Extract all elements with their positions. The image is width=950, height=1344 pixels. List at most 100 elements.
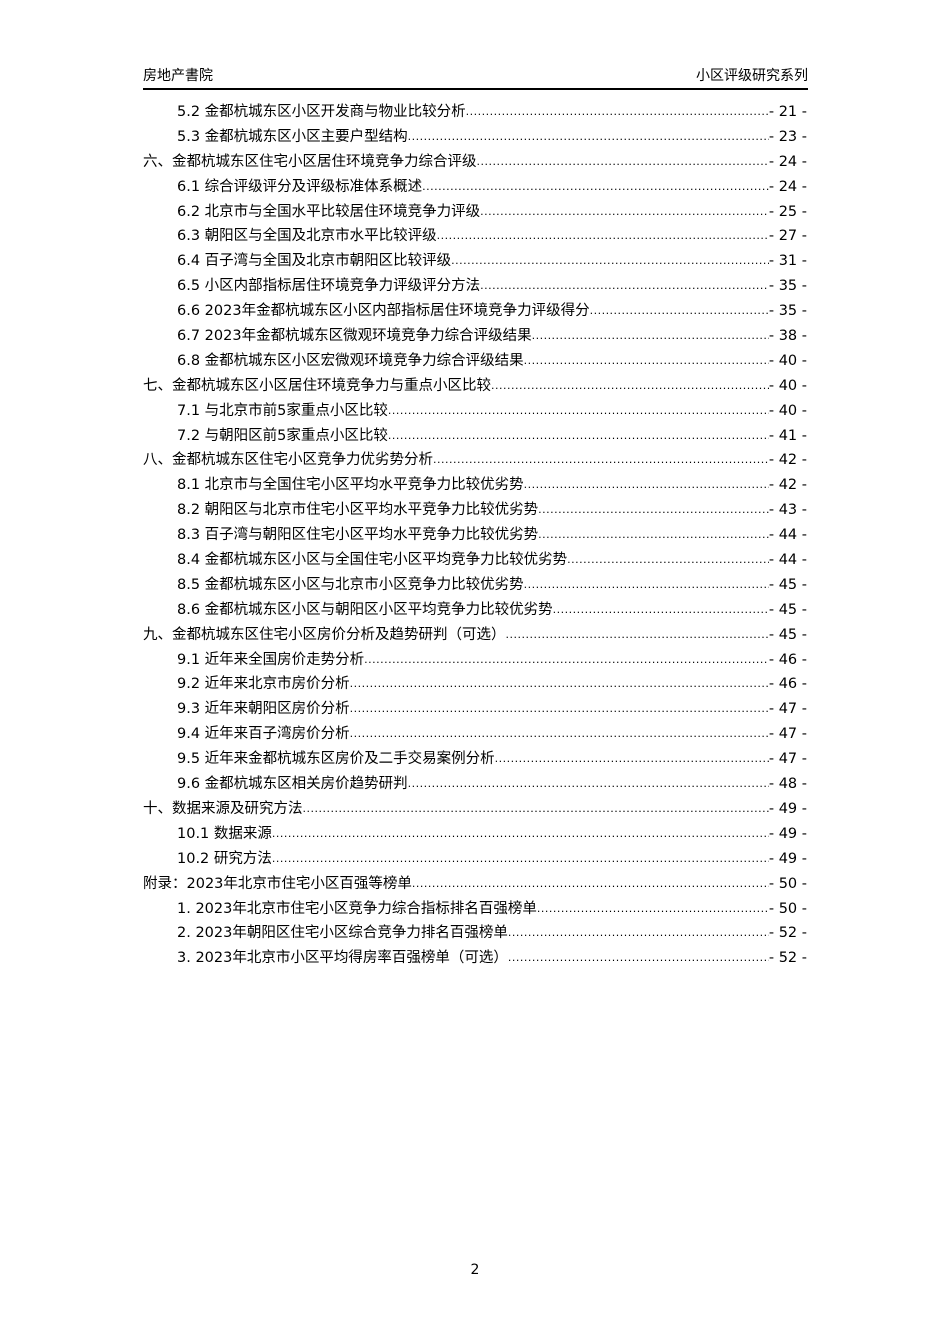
toc-entry[interactable]: 6.5 小区内部指标居住环境竞争力评级评分方法 - 35 - <box>143 274 807 299</box>
toc-entry-page: - 25 - <box>768 203 807 220</box>
toc-entry[interactable]: 8.2 朝阳区与北京市住宅小区平均水平竞争力比较优劣势 - 43 - <box>143 498 807 523</box>
toc-leader-dots <box>538 523 769 548</box>
toc-entry[interactable]: 7.1 与北京市前5家重点小区比较 - 40 - <box>143 399 807 424</box>
toc-leader-dots <box>553 598 769 623</box>
toc-entry-page: - 47 - <box>768 751 807 768</box>
toc-entry-title: 9.1 近年来全国房价走势分析 <box>177 651 365 668</box>
toc-leader-dots <box>480 200 769 225</box>
toc-entry[interactable]: 6.4 百子湾与全国及北京市朝阳区比较评级 - 31 - <box>143 249 807 274</box>
toc-entry-title: 5.3 金都杭城东区小区主要户型结构 <box>177 128 408 145</box>
toc-entry-title: 8.2 朝阳区与北京市住宅小区平均水平竞争力比较优劣势 <box>177 502 539 519</box>
toc-entry[interactable]: 2. 2023年朝阳区住宅小区综合竞争力排名百强榜单 - 52 - <box>143 921 807 946</box>
toc-entry[interactable]: 九、金都杭城东区住宅小区房价分析及趋势研判（可选） - 45 - <box>143 623 807 648</box>
toc-entry[interactable]: 6.8 金都杭城东区小区宏微观环境竞争力综合评级结果 - 40 - <box>143 349 807 374</box>
toc-entry-page: - 21 - <box>768 104 807 120</box>
toc-entry-title: 6.6 2023年金都杭城东区小区内部指标居住环境竞争力评级得分 <box>177 303 590 320</box>
toc-entry-page: - 24 - <box>768 178 807 195</box>
toc-leader-dots <box>506 623 769 648</box>
toc-leader-dots <box>412 872 769 897</box>
toc-leader-dots <box>388 399 769 424</box>
toc-entry[interactable]: 9.5 近年来金都杭城东区房价及二手交易案例分析 - 47 - <box>143 747 807 772</box>
toc-entry[interactable]: 6.7 2023年金都杭城东区微观环境竞争力综合评级结果 - 38 - <box>143 324 807 349</box>
toc-entry[interactable]: 5.2 金都杭城东区小区开发商与物业比较分析 - 21 - <box>143 100 807 125</box>
toc-entry-page: - 38 - <box>768 328 807 345</box>
toc-entry[interactable]: 5.3 金都杭城东区小区主要户型结构 - 23 - <box>143 125 807 150</box>
toc-leader-dots <box>524 349 769 374</box>
page-header: 房地产書院 小区评级研究系列 <box>143 66 808 90</box>
toc-entry[interactable]: 9.6 金都杭城东区相关房价趋势研判 - 48 - <box>143 772 807 797</box>
toc-entry-title: 8.6 金都杭城东区小区与朝阳区小区平均竞争力比较优劣势 <box>177 601 553 618</box>
toc-entry-page: - 49 - <box>768 825 807 842</box>
toc-entry[interactable]: 9.1 近年来全国房价走势分析 - 46 - <box>143 648 807 673</box>
toc-leader-dots <box>388 424 769 449</box>
toc-entry[interactable]: 6.1 综合评级评分及评级标准体系概述 - 24 - <box>143 175 807 200</box>
toc-entry[interactable]: 8.3 百子湾与朝阳区住宅小区平均水平竞争力比较优劣势 - 44 - <box>143 523 807 548</box>
toc-entry-title: 6.3 朝阳区与全国及北京市水平比较评级 <box>177 228 437 245</box>
toc-entry-page: - 52 - <box>768 950 807 967</box>
toc-leader-dots <box>350 697 769 722</box>
header-right: 小区评级研究系列 <box>696 68 808 84</box>
toc-entry[interactable]: 8.4 金都杭城东区小区与全国住宅小区平均竞争力比较优劣势 - 44 - <box>143 548 807 573</box>
toc-leader-dots <box>480 274 769 299</box>
toc-entry-title: 6.2 北京市与全国水平比较居住环境竞争力评级 <box>177 203 481 220</box>
toc-leader-dots <box>433 448 769 473</box>
toc-leader-dots <box>451 249 769 274</box>
toc-leader-dots <box>590 299 769 324</box>
toc-entry[interactable]: 八、金都杭城东区住宅小区竞争力优劣势分析 - 42 - <box>143 448 807 473</box>
toc-entry[interactable]: 10.1 数据来源 - 49 - <box>143 822 807 847</box>
toc-leader-dots <box>508 921 769 946</box>
toc-entry-page: - 52 - <box>768 925 807 942</box>
toc-entry-title: 6.7 2023年金都杭城东区微观环境竞争力综合评级结果 <box>177 328 532 345</box>
toc-entry-page: - 49 - <box>768 800 807 817</box>
toc-entry[interactable]: 9.4 近年来百子湾房价分析 - 47 - <box>143 722 807 747</box>
toc-leader-dots <box>466 100 769 125</box>
toc-entry-title: 附录：2023年北京市住宅小区百强等榜单 <box>143 875 412 892</box>
toc-entry-title: 六、金都杭城东区住宅小区居住环境竞争力综合评级 <box>143 153 477 170</box>
toc-entry-page: - 40 - <box>768 402 807 419</box>
toc-leader-dots <box>364 648 769 673</box>
table-of-contents: 5.2 金都杭城东区小区开发商与物业比较分析 - 21 - 5.3 金都杭城东区小区… <box>143 100 807 971</box>
toc-entry-title: 6.8 金都杭城东区小区宏微观环境竞争力综合评级结果 <box>177 352 524 369</box>
toc-entry[interactable]: 8.1 北京市与全国住宅小区平均水平竞争力比较优劣势 - 42 - <box>143 473 807 498</box>
toc-entry[interactable]: 3. 2023年北京市小区平均得房率百强榜单（可选） - 52 - <box>143 946 807 971</box>
toc-entry-page: - 42 - <box>768 452 807 469</box>
toc-entry[interactable]: 十、数据来源及研究方法 - 49 - <box>143 797 807 822</box>
toc-entry-page: - 46 - <box>768 651 807 668</box>
toc-entry[interactable]: 6.3 朝阳区与全国及北京市水平比较评级 - 27 - <box>143 224 807 249</box>
toc-entry[interactable]: 9.2 近年来北京市房价分析 - 46 - <box>143 672 807 697</box>
toc-entry-title: 9.6 金都杭城东区相关房价趋势研判 <box>177 776 408 793</box>
toc-entry-title: 6.4 百子湾与全国及北京市朝阳区比较评级 <box>177 253 452 270</box>
toc-entry-page: - 24 - <box>768 153 807 170</box>
header-left: 房地产書院 <box>143 68 213 84</box>
toc-entry-title: 2. 2023年朝阳区住宅小区综合竞争力排名百强榜单 <box>177 925 508 942</box>
toc-entry[interactable]: 6.2 北京市与全国水平比较居住环境竞争力评级 - 25 - <box>143 200 807 225</box>
toc-entry-page: - 40 - <box>768 377 807 394</box>
toc-entry-title: 九、金都杭城东区住宅小区房价分析及趋势研判（可选） <box>143 626 506 643</box>
toc-entry-title: 6.1 综合评级评分及评级标准体系概述 <box>177 178 423 195</box>
toc-entry[interactable]: 1. 2023年北京市住宅小区竞争力综合指标排名百强榜单 - 50 - <box>143 897 807 922</box>
toc-entry[interactable]: 6.6 2023年金都杭城东区小区内部指标居住环境竞争力评级得分 - 35 - <box>143 299 807 324</box>
toc-entry[interactable]: 10.2 研究方法 - 49 - <box>143 847 807 872</box>
toc-leader-dots <box>524 573 769 598</box>
toc-leader-dots <box>350 722 769 747</box>
toc-entry-page: - 42 - <box>768 477 807 494</box>
toc-leader-dots <box>495 747 769 772</box>
toc-entry-page: - 50 - <box>768 900 807 917</box>
toc-entry[interactable]: 8.5 金都杭城东区小区与北京市小区竞争力比较优劣势 - 45 - <box>143 573 807 598</box>
toc-entry[interactable]: 9.3 近年来朝阳区房价分析 - 47 - <box>143 697 807 722</box>
toc-entry-page: - 40 - <box>768 352 807 369</box>
toc-leader-dots <box>532 324 769 349</box>
toc-leader-dots <box>537 897 769 922</box>
toc-entry[interactable]: 7.2 与朝阳区前5家重点小区比较 - 41 - <box>143 424 807 449</box>
toc-entry[interactable]: 六、金都杭城东区住宅小区居住环境竞争力综合评级 - 24 - <box>143 150 807 175</box>
toc-entry-page: - 31 - <box>768 253 807 270</box>
toc-entry-page: - 49 - <box>768 850 807 867</box>
toc-entry-title: 8.4 金都杭城东区小区与全国住宅小区平均竞争力比较优劣势 <box>177 552 568 569</box>
toc-entry-title: 5.2 金都杭城东区小区开发商与物业比较分析 <box>177 104 466 120</box>
toc-entry-page: - 45 - <box>768 601 807 618</box>
toc-leader-dots <box>408 772 769 797</box>
toc-entry[interactable]: 8.6 金都杭城东区小区与朝阳区小区平均竞争力比较优劣势 - 45 - <box>143 598 807 623</box>
toc-entry[interactable]: 七、金都杭城东区小区居住环境竞争力与重点小区比较 - 40 - <box>143 374 807 399</box>
toc-entry[interactable]: 附录：2023年北京市住宅小区百强等榜单 - 50 - <box>143 872 807 897</box>
toc-leader-dots <box>508 946 769 971</box>
